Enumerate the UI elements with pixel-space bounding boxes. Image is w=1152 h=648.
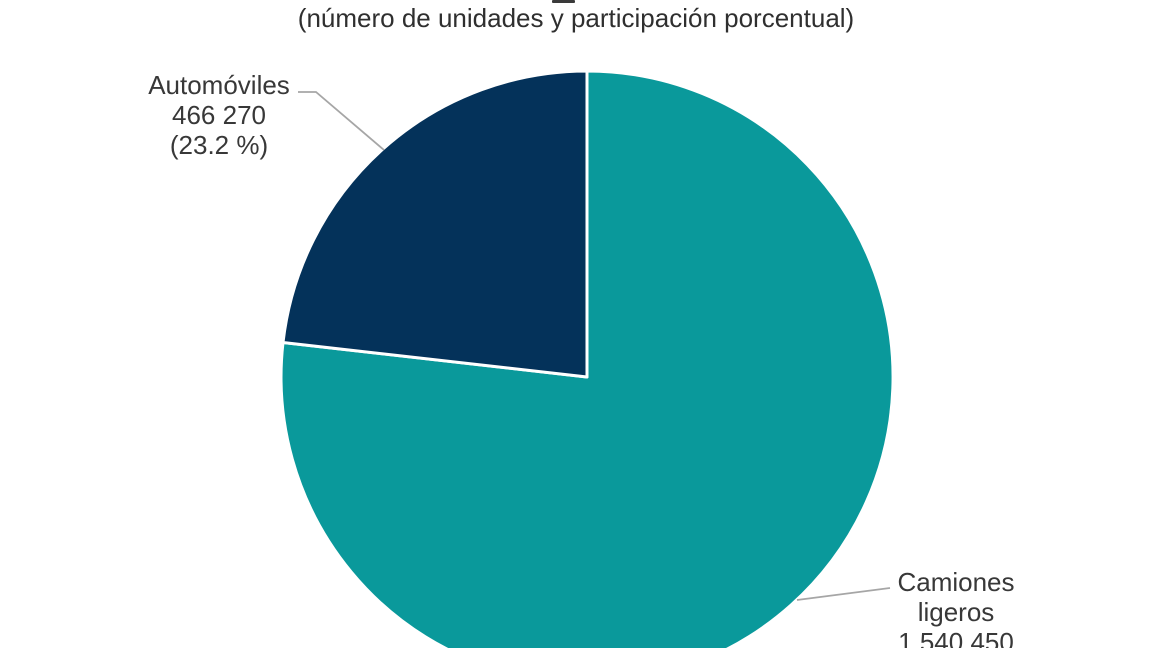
callout-automoviles-share: (23.2 %) <box>169 130 269 160</box>
callout-automoviles-units: 466 270 <box>172 100 266 130</box>
callout-camiones-units: 1 540 450 <box>898 627 1014 648</box>
leader-line-automoviles <box>298 91 385 151</box>
callout-camiones-name-line1: Camiones <box>897 567 1015 597</box>
callout-automoviles: Automóviles 466 270 (23.2 %) <box>99 70 339 160</box>
cropped-title-fragment <box>552 0 575 3</box>
leader-line-camiones-ligeros <box>796 587 891 601</box>
callout-automoviles-name: Automóviles <box>148 70 290 100</box>
chart-subtitle: (número de unidades y participación porc… <box>297 3 855 33</box>
callout-camiones-name-line2: ligeros <box>917 597 995 627</box>
callout-camiones-ligeros: Camiones ligeros 1 540 450 <box>866 567 1046 648</box>
